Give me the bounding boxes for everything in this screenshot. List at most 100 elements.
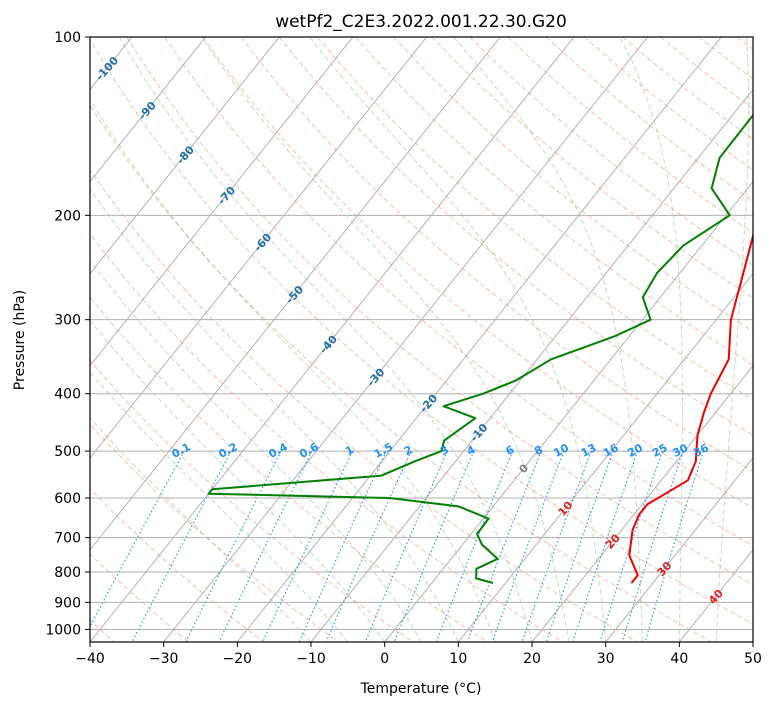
mixing-ratio-line	[185, 450, 282, 642]
isotherm-line	[605, 457, 753, 642]
isotherm-label: 10	[556, 499, 576, 519]
mixing-ratio-line	[491, 450, 565, 642]
y-tick-label: 400	[54, 387, 81, 403]
isotherm-line	[458, 273, 753, 642]
y-tick-label: 300	[54, 313, 81, 329]
mixing-ratio-line	[644, 450, 705, 642]
y-tick-label: 900	[54, 595, 81, 611]
mixing-ratio-label: 0.6	[297, 440, 321, 461]
isotherm-line	[531, 365, 753, 642]
isotherm-label: -50	[283, 283, 306, 307]
moist-adiabat-line	[90, 187, 459, 642]
isotherm-label: 20	[603, 531, 623, 551]
isotherm-line	[90, 37, 501, 551]
dry-adiabat-line	[90, 488, 264, 642]
mixing-ratio-line	[131, 450, 232, 642]
dry-adiabat-line	[393, 37, 753, 332]
pressure-gridlines	[90, 37, 753, 630]
x-tick-label: −20	[223, 651, 253, 667]
dry-adiabat-line	[355, 37, 753, 366]
dry-adiabat-line	[90, 423, 339, 642]
isotherm-line	[679, 549, 753, 642]
isotherm-label: 40	[706, 587, 726, 607]
x-tick-label: 0	[380, 651, 389, 667]
mixing-ratio-label: 0.2	[216, 440, 239, 461]
isotherm-label: -20	[417, 392, 440, 416]
mixing-ratio-line	[262, 450, 353, 642]
mixing-ratio-label: 4	[465, 443, 478, 458]
background-lines	[0, 37, 753, 642]
mixing-ratio-label: 3	[438, 443, 451, 458]
profile-series	[207, 113, 753, 584]
isotherm-line	[310, 88, 753, 642]
isotherm-label: -70	[215, 184, 238, 208]
dry-adiabat-line	[164, 37, 753, 547]
isotherm-label: -60	[251, 231, 274, 255]
isotherm-line	[163, 37, 648, 642]
y-tick-label: 100	[54, 30, 81, 46]
x-tick-label: −10	[296, 651, 326, 667]
isotherm-line	[90, 37, 427, 459]
isotherm-label: -100	[93, 54, 121, 83]
dry-adiabat-line	[240, 37, 753, 472]
dry-adiabat-line	[545, 37, 753, 202]
dry-adiabat-line	[202, 37, 753, 509]
dry-adiabat-line	[90, 104, 712, 642]
isotherm-line	[0, 37, 58, 642]
mixing-ratio-line	[521, 450, 592, 642]
mixing-ratio-label: 16	[601, 441, 621, 460]
y-tick-label: 1000	[45, 622, 81, 638]
isotherm-line	[384, 180, 753, 642]
isotherm-label: 30	[655, 559, 675, 579]
moist-adiabat-line	[453, 37, 643, 642]
x-tick-label: −30	[149, 651, 179, 667]
dry-adiabat-line	[90, 168, 638, 642]
mixing-ratio-line	[466, 450, 542, 642]
chart-title: wetPf2_C2E3.2022.001.22.30.G20	[275, 12, 567, 32]
x-tick-label: 10	[449, 651, 467, 667]
dewpoint-profile-line	[207, 113, 753, 584]
mixing-ratio-label: 0.1	[170, 440, 193, 461]
x-tick-label: 20	[523, 651, 541, 667]
isotherm-label: -80	[174, 143, 197, 167]
moist-adiabat-line	[118, 37, 533, 642]
mixing-ratio-label: 13	[579, 441, 599, 460]
dry-adiabat-line	[90, 232, 563, 642]
mixing-ratio-label: 25	[650, 441, 670, 460]
isotherm-label: -90	[136, 99, 159, 123]
isotherm-label: -10	[468, 421, 491, 445]
mixing-ratio-line	[572, 450, 639, 642]
mixing-ratio-line	[599, 450, 663, 642]
x-tick-label: 50	[744, 651, 762, 667]
dry-adiabat-line	[507, 37, 753, 234]
mixing-ratio-label: 2	[402, 443, 415, 458]
mixing-ratio-line	[393, 450, 475, 642]
moist-adiabat-line	[90, 259, 422, 642]
y-axis-label: Pressure (hPa)	[12, 290, 28, 390]
moist-adiabat-line	[309, 37, 607, 642]
mixing-ratio-label: 20	[625, 441, 645, 460]
dry-adiabat-line	[90, 38, 753, 625]
mixing-ratio-line	[621, 450, 684, 642]
isotherm-line	[90, 37, 206, 183]
x-tick-label: −40	[75, 651, 105, 667]
dry-adiabat-line	[126, 37, 753, 586]
mixing-ratio-label: 6	[504, 443, 517, 458]
temperature-profile-line	[628, 232, 753, 584]
dry-adiabat-line	[90, 553, 190, 642]
dry-adiabat-line	[317, 37, 753, 401]
isotherm-line	[90, 37, 354, 367]
x-axis-label: Temperature (°C)	[360, 681, 482, 697]
mixing-ratio-label: 1	[343, 443, 356, 458]
isotherm-label: -30	[364, 365, 387, 389]
x-tick-label: 30	[597, 651, 615, 667]
mixing-ratio-line	[90, 450, 185, 628]
dry-adiabat-line	[431, 37, 753, 299]
x-axis: −40 −30 −20 −10 0 10 20 30 40 50	[75, 642, 762, 667]
dry-adiabat-line	[90, 296, 488, 642]
y-tick-label: 800	[54, 565, 81, 581]
moist-adiabat-line	[90, 417, 312, 642]
isotherm-line	[90, 37, 280, 275]
y-axis: 100 200 300 400 500 600 700 800 900 1000	[45, 30, 90, 638]
